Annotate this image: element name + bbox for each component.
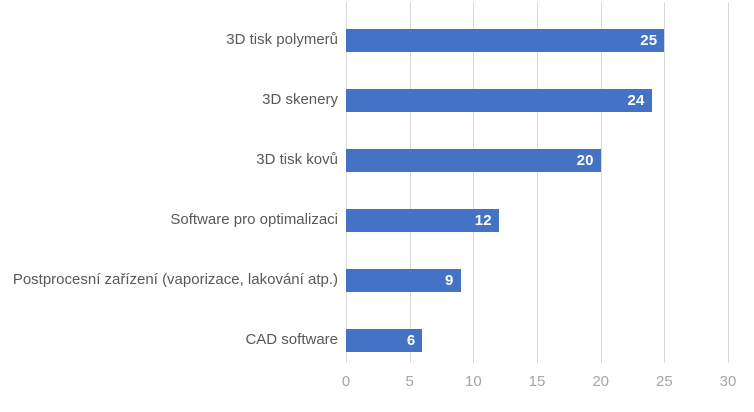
category-label: 3D tisk kovů: [256, 151, 338, 168]
gridline: [537, 2, 538, 363]
x-axis-tick-label: 5: [405, 373, 414, 390]
bar: 9: [346, 268, 461, 292]
x-axis-tick-label: 25: [655, 373, 673, 390]
bar: 6: [346, 328, 423, 352]
category-label: 3D skenery: [262, 91, 338, 108]
bar: 24: [346, 88, 652, 112]
bar-value-label: 6: [406, 331, 416, 349]
bar-value-label: 24: [627, 91, 645, 109]
gridline: [409, 2, 411, 363]
bar: 12: [346, 208, 499, 232]
bar: 25: [346, 28, 665, 52]
gridline: [664, 2, 666, 363]
x-axis-tick-label: 20: [592, 373, 609, 390]
category-label: Software pro optimalizaci: [170, 211, 338, 228]
bar-value-label: 9: [445, 271, 454, 289]
x-axis-tick-label: 30: [719, 373, 737, 390]
plot-area: 25 24 20 12 9 6: [346, 2, 729, 363]
bar-value-label: 25: [640, 31, 658, 49]
gridline: [346, 2, 347, 363]
category-label: 3D tisk polymerů: [226, 31, 338, 48]
gridline: [728, 2, 729, 363]
bar-value-label: 12: [474, 211, 492, 229]
gridline: [600, 2, 602, 363]
category-label: Postprocesní zařízení (vaporizace, lakov…: [12, 271, 338, 288]
x-axis-tick-label: 10: [464, 373, 482, 390]
x-axis-tick-label: 15: [528, 373, 546, 390]
x-axis-tick-label: 0: [341, 373, 351, 390]
gridline: [473, 2, 475, 363]
bar-value-label: 20: [576, 151, 594, 169]
category-label: CAD software: [245, 331, 338, 348]
bar: 20: [346, 148, 601, 172]
